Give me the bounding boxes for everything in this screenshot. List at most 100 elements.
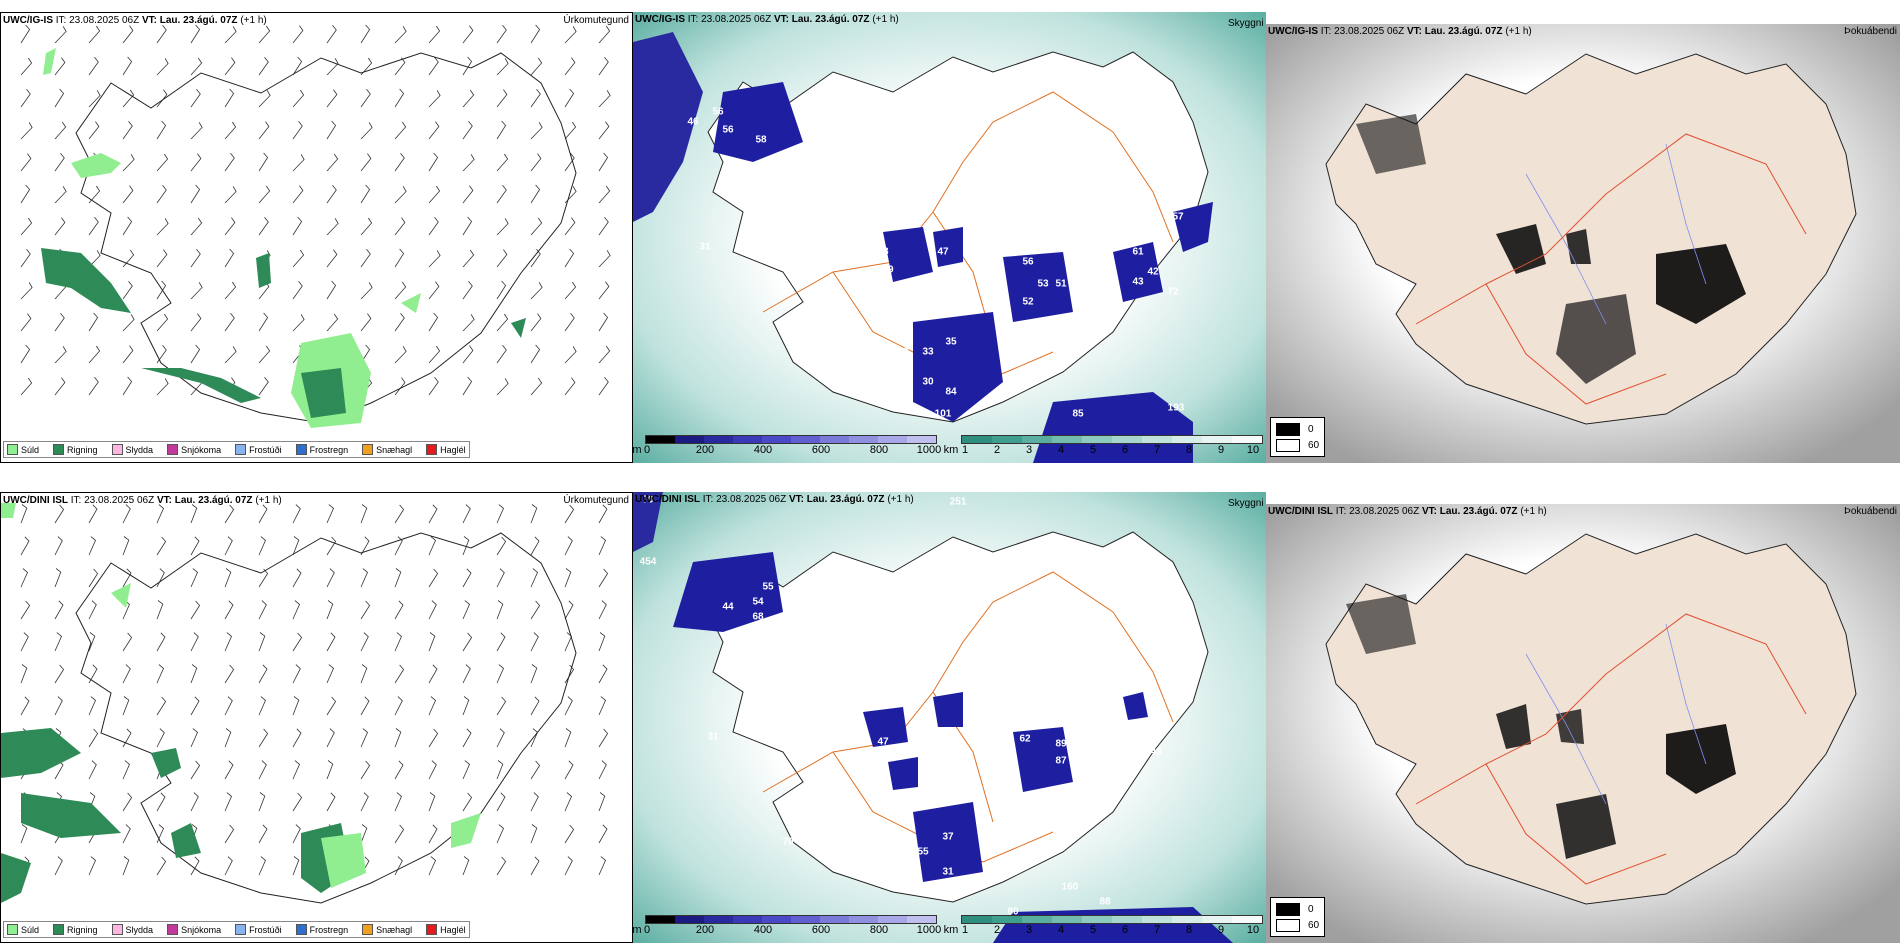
wind-barb (496, 568, 505, 588)
wind-barb (88, 90, 101, 108)
wind-barb (54, 88, 65, 108)
wind-barb (292, 216, 303, 236)
wind-barb (530, 632, 539, 652)
colorbar-tick: 8 (1185, 444, 1193, 456)
wind-barb (20, 153, 32, 172)
wind-barb (326, 58, 339, 76)
wind-barb (428, 345, 441, 364)
colorbar-tick: 400 (753, 924, 773, 936)
wind-barb (122, 568, 132, 588)
visibility-map (633, 12, 1266, 463)
wind-barb (20, 24, 31, 44)
wind-barb (496, 600, 504, 620)
visibility-title: Skyggni (1228, 498, 1264, 509)
legend-swatch (426, 444, 438, 455)
wind-barb (88, 632, 96, 652)
wind-barb (394, 248, 405, 268)
visibility-panel-row2: UWC/DINI ISL IT: 23.08.2025 06Z VT: Lau.… (633, 492, 1266, 943)
wind-barb (258, 121, 270, 140)
wind-barb (360, 122, 373, 140)
legend-item: 0 (1276, 901, 1319, 917)
wind-barb (88, 25, 101, 44)
panel-title: Úrkomutegund (563, 495, 629, 506)
wind-barb (122, 632, 133, 652)
wind-barb (292, 664, 301, 684)
visibility-value-label: 62 (1019, 733, 1031, 745)
wind-barb (530, 504, 538, 524)
wind-barb (156, 58, 169, 76)
wind-barb (462, 281, 473, 300)
wind-barb (462, 696, 470, 716)
colorbar-tick: 6 (1121, 444, 1129, 456)
colorbar-tick: 800 (869, 924, 889, 936)
wind-barb (394, 217, 406, 236)
visibility-colorbar-strip (961, 435, 1263, 444)
wind-barb (530, 184, 541, 204)
wind-barb (530, 824, 538, 844)
colorbar-tick: 2 (993, 444, 1001, 456)
wind-barb (360, 664, 368, 684)
wind-barb (88, 377, 99, 396)
wind-barb (224, 121, 237, 140)
panel-header: UWC/DINI ISL IT: 23.08.2025 06Z VT: Lau.… (3, 495, 282, 506)
wind-barb (326, 249, 338, 268)
wind-barb (258, 312, 269, 332)
visibility-colorbar-strip (961, 915, 1263, 924)
colorbar-tick: 600 (811, 924, 831, 936)
legend-item: Rigning (53, 444, 98, 455)
wind-barb (360, 504, 368, 524)
visibility-value-label: 47 (877, 736, 889, 748)
wind-barb (326, 760, 334, 780)
visibility-value-label: 54 (752, 596, 764, 608)
legend-swatch (295, 924, 307, 935)
wind-barb (326, 696, 337, 716)
wind-barb (394, 856, 403, 876)
wind-barb (462, 632, 473, 652)
wind-barb (394, 313, 405, 332)
wind-barb (496, 378, 509, 396)
wind-barb (20, 377, 33, 396)
wind-barb (394, 728, 402, 748)
wind-barb (530, 313, 542, 332)
wind-barb (496, 185, 507, 204)
wind-barb (394, 600, 404, 620)
wind-barb (462, 249, 475, 268)
wind-barb (462, 504, 471, 524)
wind-barb (156, 824, 164, 844)
wind-barb (224, 186, 237, 204)
visibility-value-label: 43 (1150, 746, 1162, 758)
wind-barb (122, 664, 131, 684)
colorbar-tick: 8 (1185, 924, 1193, 936)
wind-barb (156, 536, 167, 556)
visibility-value-label: 44 (722, 601, 734, 613)
wind-barb (462, 536, 470, 556)
wind-barb (224, 856, 233, 876)
wind-barb (190, 504, 198, 524)
wind-barb (496, 824, 504, 844)
wind-barb (54, 377, 66, 396)
wind-barb (564, 536, 573, 556)
wind-barb (292, 314, 305, 332)
visibility-value-label: 31 (699, 241, 711, 253)
wind-barb (462, 185, 474, 204)
wind-barb (224, 153, 235, 172)
visibility-value-label: 56 (712, 106, 724, 118)
wind-barb (598, 568, 609, 588)
wind-barb (258, 345, 271, 364)
wind-barb (598, 90, 611, 108)
wind-barb (88, 345, 101, 364)
wind-barb (292, 185, 304, 204)
wind-barb (224, 88, 235, 108)
visibility-value-label: 46 (687, 116, 699, 128)
wind-barb (54, 26, 67, 44)
visibility-value-label: 71 (880, 783, 892, 795)
wind-barb (292, 632, 303, 652)
wind-barb (496, 696, 507, 716)
wind-barb (496, 632, 506, 652)
wind-barb (530, 153, 542, 172)
wind-barb (122, 536, 130, 556)
legend-item: Súld (7, 444, 39, 455)
height-colorbar: m 0 200 400 600 800 1000 (633, 915, 943, 937)
rivers (1525, 143, 1707, 325)
wind-barb (462, 728, 472, 748)
